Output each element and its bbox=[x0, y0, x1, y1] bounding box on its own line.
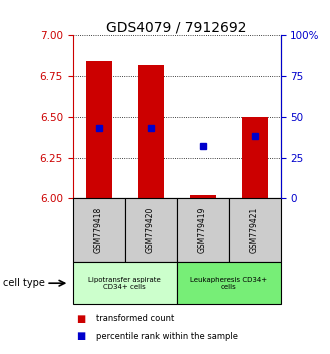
Text: Leukapheresis CD34+
cells: Leukapheresis CD34+ cells bbox=[190, 277, 267, 290]
Bar bbox=[73, 262, 177, 304]
Bar bbox=[228, 198, 280, 262]
Text: GSM779419: GSM779419 bbox=[198, 207, 207, 253]
Text: GSM779420: GSM779420 bbox=[146, 207, 155, 253]
Text: ■: ■ bbox=[76, 314, 85, 324]
Text: GSM779418: GSM779418 bbox=[94, 207, 103, 253]
Bar bbox=[73, 198, 124, 262]
Text: cell type: cell type bbox=[3, 278, 45, 288]
Text: GSM779421: GSM779421 bbox=[250, 207, 259, 253]
Text: ■: ■ bbox=[76, 331, 85, 341]
Bar bbox=[138, 65, 164, 198]
Bar bbox=[177, 198, 228, 262]
Text: transformed count: transformed count bbox=[96, 314, 174, 323]
Bar bbox=[124, 198, 177, 262]
Bar bbox=[242, 117, 268, 198]
Bar bbox=[85, 62, 112, 198]
Title: GDS4079 / 7912692: GDS4079 / 7912692 bbox=[106, 20, 247, 34]
Bar bbox=[189, 195, 215, 198]
Text: percentile rank within the sample: percentile rank within the sample bbox=[96, 332, 238, 341]
Bar bbox=[177, 262, 280, 304]
Text: Lipotransfer aspirate
CD34+ cells: Lipotransfer aspirate CD34+ cells bbox=[88, 277, 161, 290]
